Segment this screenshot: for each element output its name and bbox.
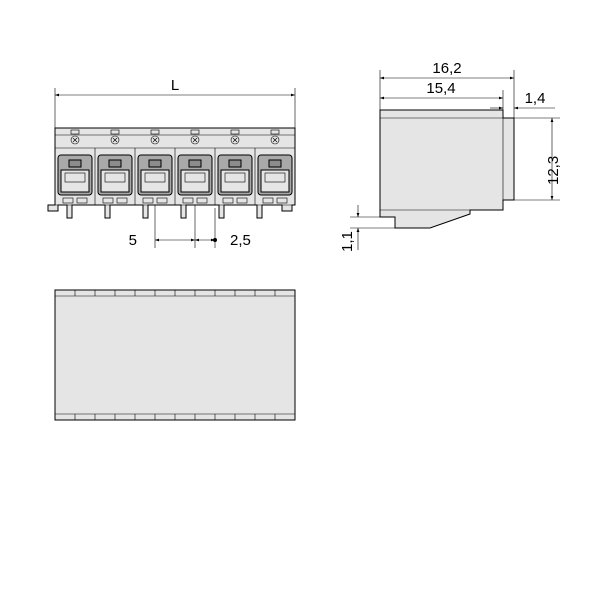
top-view (55, 290, 295, 420)
dim-15-4: 15,4 (380, 80, 503, 110)
dim-1-4-label: 1,4 (525, 90, 546, 107)
dim-16-2-label: 16,2 (432, 60, 461, 77)
dim-L-label: L (171, 77, 179, 94)
dim-1-4: 1,4 (490, 90, 555, 108)
dim-12-3: 12,3 (514, 118, 562, 200)
dim-1-1-label: 1,1 (339, 231, 356, 252)
dim-L: L (55, 77, 295, 128)
dim-pitch-label: 5 (129, 232, 137, 249)
dim-15-4-label: 15,4 (426, 80, 455, 97)
front-view: L 5 2,5 (48, 77, 295, 249)
dim-12-3-label: 12,3 (545, 156, 562, 185)
dim-half-label: 2,5 (230, 232, 251, 249)
side-view: 16,2 15,4 1,4 12,3 1,1 (339, 60, 562, 252)
